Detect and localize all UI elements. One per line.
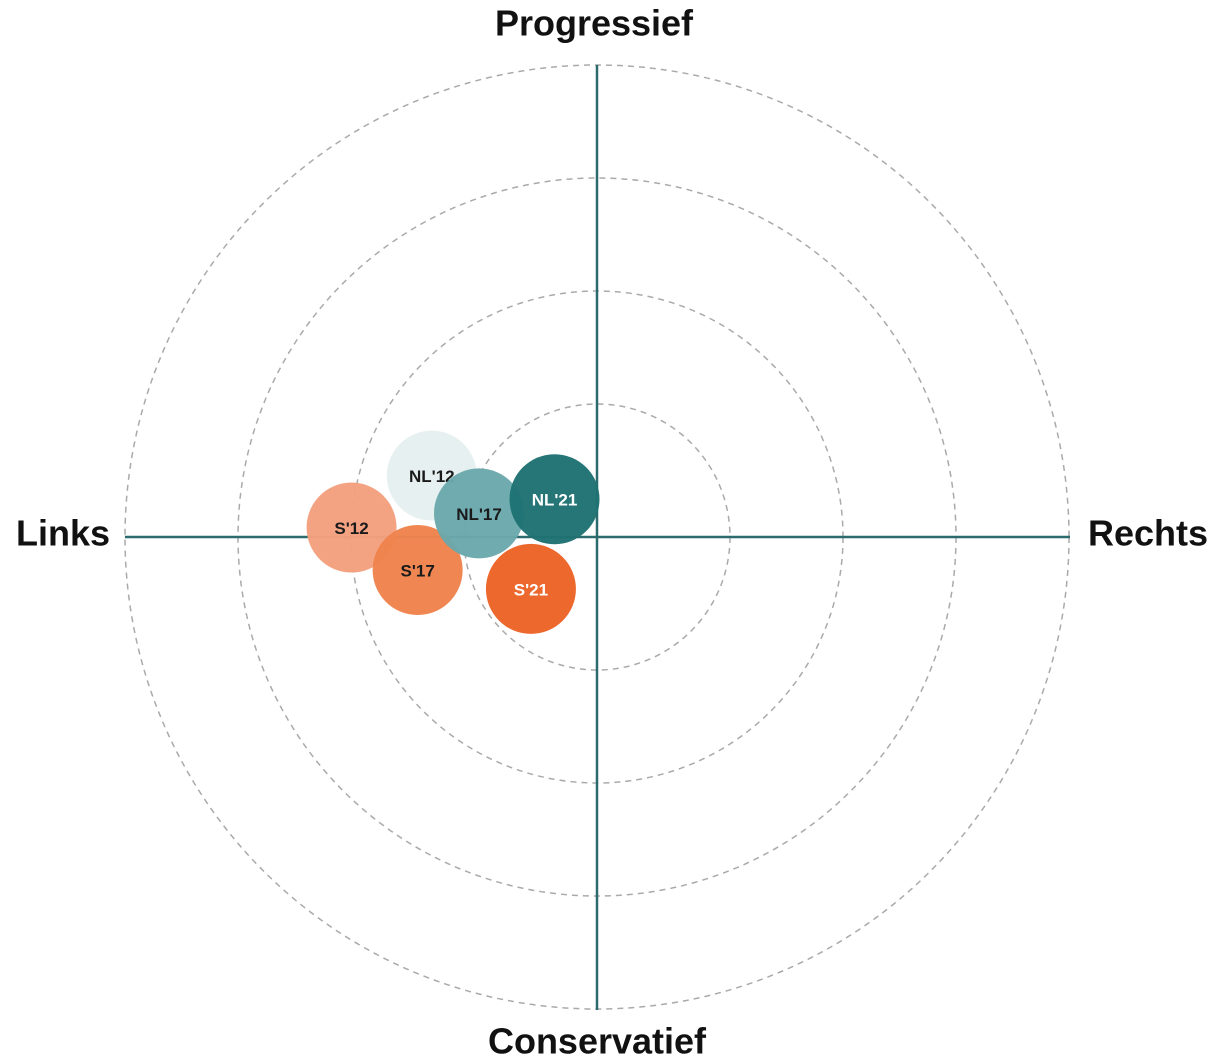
top-label: Progressief — [495, 3, 694, 44]
points: NL'12 S'12 S'17 NL'17 S'21 NL'21 — [306, 430, 600, 634]
point — [509, 454, 600, 545]
point — [306, 482, 397, 573]
point-label: S'17 — [400, 562, 434, 581]
point-label: NL'21 — [532, 491, 578, 510]
point — [434, 468, 524, 559]
left-label: Links — [16, 513, 110, 554]
point-label: NL'12 — [409, 467, 455, 486]
right-label: Rechts — [1088, 513, 1208, 554]
point-label: NL'17 — [456, 505, 502, 524]
point — [372, 525, 463, 616]
bottom-label: Conservatief — [488, 1021, 707, 1062]
point — [485, 543, 576, 634]
point-label: S'21 — [514, 580, 548, 599]
point-label: S'12 — [334, 519, 368, 538]
